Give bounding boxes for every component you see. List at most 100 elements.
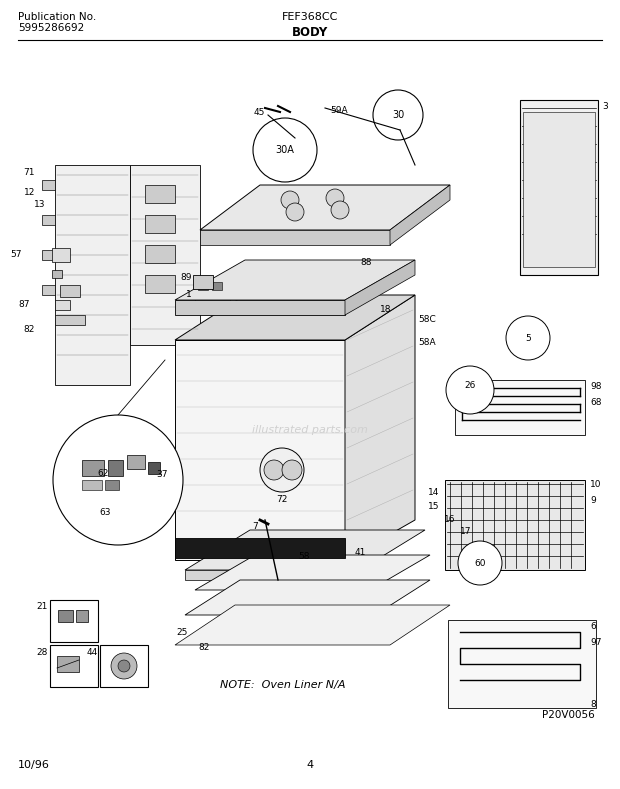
Text: 82: 82: [198, 643, 210, 652]
Text: 87: 87: [19, 300, 30, 309]
Bar: [52, 248, 70, 262]
Circle shape: [253, 118, 317, 182]
Polygon shape: [130, 165, 200, 345]
Text: 6: 6: [590, 622, 596, 631]
Text: 98: 98: [590, 382, 601, 391]
Circle shape: [118, 660, 130, 672]
Bar: [445, 480, 585, 570]
Bar: [50, 645, 98, 687]
Bar: [55, 300, 70, 310]
Bar: [145, 185, 175, 203]
Circle shape: [458, 541, 502, 585]
Circle shape: [264, 460, 284, 480]
Text: 26: 26: [464, 380, 476, 390]
Bar: [212, 282, 222, 290]
Bar: [42, 180, 55, 190]
Text: 10: 10: [590, 480, 601, 489]
Text: 57: 57: [11, 250, 22, 259]
Text: 60: 60: [474, 559, 485, 567]
Polygon shape: [175, 538, 345, 558]
Bar: [57, 656, 79, 672]
Text: 37: 37: [156, 470, 168, 479]
Polygon shape: [185, 580, 430, 615]
Text: 30A: 30A: [275, 145, 294, 155]
Text: 28: 28: [37, 648, 48, 657]
Bar: [52, 270, 62, 278]
Bar: [145, 245, 175, 263]
Bar: [148, 462, 160, 474]
Circle shape: [111, 653, 137, 679]
Bar: [105, 480, 119, 490]
Text: 58A: 58A: [418, 338, 436, 347]
Text: Publication No.: Publication No.: [18, 12, 96, 22]
Circle shape: [326, 189, 344, 207]
Polygon shape: [195, 555, 430, 590]
Circle shape: [286, 203, 304, 221]
Polygon shape: [345, 260, 415, 315]
Text: 17: 17: [460, 527, 471, 536]
Bar: [145, 215, 175, 233]
Text: 59A: 59A: [330, 106, 348, 115]
Text: 7: 7: [252, 522, 258, 531]
Polygon shape: [345, 295, 415, 560]
Bar: [82, 460, 104, 476]
Text: 89: 89: [180, 273, 192, 282]
Polygon shape: [175, 260, 415, 300]
Bar: [100, 645, 148, 687]
Bar: [60, 285, 80, 297]
Bar: [145, 275, 175, 293]
Polygon shape: [185, 530, 425, 570]
Polygon shape: [390, 185, 450, 245]
Polygon shape: [175, 295, 415, 340]
Text: 12: 12: [24, 188, 35, 197]
Bar: [448, 620, 596, 708]
Bar: [50, 600, 98, 642]
Bar: [76, 610, 88, 622]
Text: 44: 44: [87, 648, 98, 657]
Circle shape: [373, 90, 423, 140]
Bar: [42, 250, 55, 260]
Text: BODY: BODY: [292, 26, 328, 39]
Text: 30: 30: [392, 110, 404, 120]
Text: 5995286692: 5995286692: [18, 23, 84, 33]
Text: P20V0056: P20V0056: [542, 710, 595, 720]
Text: 41: 41: [355, 548, 366, 557]
Bar: [127, 455, 145, 469]
Bar: [520, 100, 598, 275]
Circle shape: [331, 201, 349, 219]
Text: 71: 71: [24, 168, 35, 177]
Bar: [195, 280, 230, 302]
Text: 4: 4: [306, 760, 314, 770]
Circle shape: [446, 366, 494, 414]
Text: 3: 3: [602, 102, 608, 111]
Text: 5: 5: [525, 334, 531, 342]
Text: 21: 21: [37, 602, 48, 611]
Polygon shape: [175, 340, 345, 560]
Polygon shape: [55, 165, 130, 385]
Text: 58: 58: [298, 552, 309, 561]
Text: 88: 88: [360, 258, 371, 267]
Circle shape: [506, 316, 550, 360]
Text: 62: 62: [97, 469, 108, 477]
Text: 14: 14: [428, 488, 440, 497]
Text: 9: 9: [590, 496, 596, 505]
Bar: [42, 215, 55, 225]
Text: 1: 1: [186, 290, 192, 299]
Polygon shape: [185, 570, 360, 580]
Circle shape: [282, 460, 302, 480]
Text: 58C: 58C: [418, 315, 436, 324]
Polygon shape: [200, 230, 390, 245]
Bar: [58, 610, 73, 622]
Bar: [42, 285, 55, 295]
Bar: [193, 275, 213, 289]
Text: 63: 63: [99, 508, 111, 517]
Polygon shape: [175, 300, 345, 315]
Text: 25: 25: [177, 628, 188, 637]
Text: 68: 68: [590, 398, 601, 407]
Bar: [523, 112, 595, 267]
Bar: [455, 380, 585, 435]
Text: 13: 13: [33, 200, 45, 209]
Text: 16: 16: [444, 515, 456, 524]
Text: FEF368CC: FEF368CC: [282, 12, 338, 22]
Text: 72: 72: [277, 495, 288, 504]
